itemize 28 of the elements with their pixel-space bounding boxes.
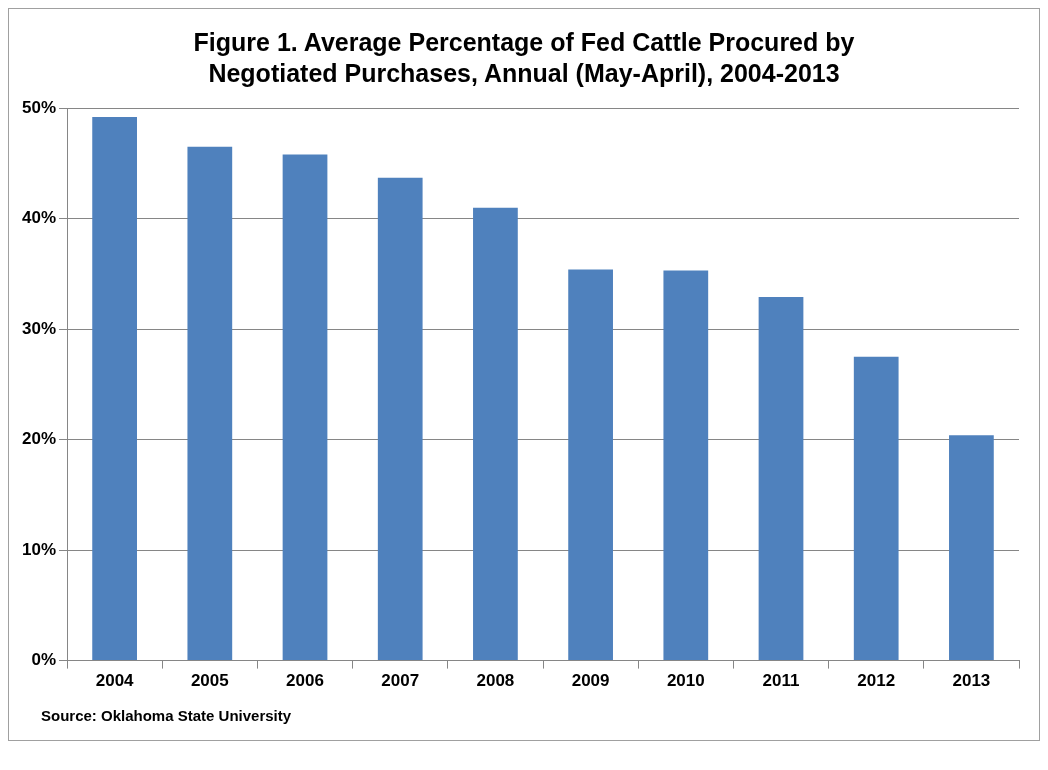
y-tick-label: 20%: [21, 429, 57, 449]
y-tick-label: 10%: [21, 539, 57, 559]
y-tick-label: 40%: [21, 208, 57, 228]
x-tick-label: 2004: [95, 671, 135, 691]
bar: [758, 297, 804, 661]
bar: [473, 207, 518, 661]
bar: [949, 435, 994, 661]
x-tick-label: 2005: [190, 671, 229, 691]
bar: [282, 154, 328, 661]
bar: [568, 269, 613, 661]
y-tick-label: 30%: [21, 318, 57, 338]
y-tick-label: 50%: [21, 97, 57, 117]
chart-title: Figure 1. Average Percentage of Fed Cattle Procured by Negotiated Purchases, Annual (May-April), 2004-2013: [192, 27, 856, 89]
x-tick-label: 2012: [857, 671, 896, 691]
bar: [187, 146, 233, 661]
x-tick-label: 2013: [952, 671, 991, 691]
bar: [377, 177, 423, 661]
y-tick-label: 0%: [31, 650, 57, 670]
bar: [92, 117, 137, 661]
x-tick-label: 2009: [571, 671, 610, 691]
source-note: Source: Oklahoma State University: [41, 707, 293, 724]
bar: [853, 356, 899, 661]
x-tick-label: 2007: [381, 671, 420, 691]
x-tick-label: 2010: [666, 671, 705, 691]
bar: [663, 270, 709, 661]
x-tick-label: 2008: [476, 671, 515, 691]
x-tick-label: 2011: [762, 671, 800, 691]
x-tick-label: 2006: [286, 671, 324, 691]
